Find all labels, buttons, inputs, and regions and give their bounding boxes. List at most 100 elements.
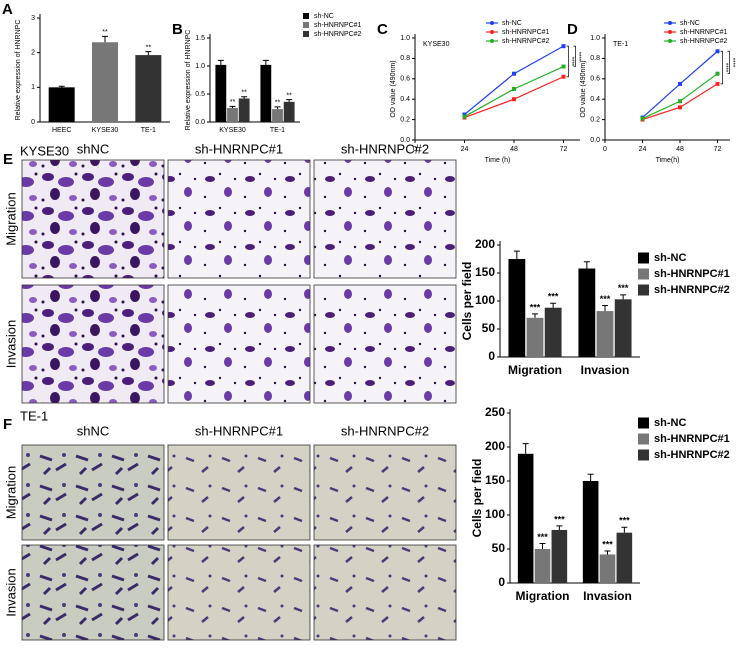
chart: 0 50 100 150 200 250 Cells per field Migration *…: [470, 405, 730, 603]
point: [512, 87, 516, 91]
y-axis-label: OD value (490nm): [390, 60, 397, 117]
point: [640, 116, 645, 121]
significance-bracket: [720, 50, 723, 85]
legend-label: sh-NC: [502, 20, 522, 27]
column-header: sh-HNRNPC#1: [195, 423, 283, 438]
x-tick-label: KYSE30: [219, 127, 246, 134]
point: [561, 64, 566, 69]
panel-letter: F: [3, 416, 12, 433]
error-bar: [145, 51, 152, 56]
bar: [551, 529, 568, 583]
y-tick-label: 50: [482, 321, 496, 335]
x-tick-label: 72: [560, 146, 568, 153]
legend-label: sh-HNRNPC#1: [654, 268, 730, 280]
bar: [92, 42, 118, 123]
significance: ***: [548, 292, 559, 302]
bar: [544, 307, 562, 357]
x-tick-label: 24: [461, 146, 469, 153]
y-tick-label: 0.2: [590, 116, 600, 123]
point: [715, 49, 720, 54]
bar: [614, 299, 632, 357]
point: [715, 81, 720, 86]
legend-label: sh-HNRNPC#2: [654, 284, 730, 296]
y-tick-label: 0.8: [400, 55, 410, 62]
x-tick-label: 0: [603, 146, 607, 153]
legend-label: sh-HNRNPC#2: [654, 449, 730, 461]
bar: [283, 101, 295, 122]
y-axis-label: Relative expression of HNRNPC: [185, 30, 192, 131]
bar: [578, 268, 596, 357]
significance-bracket: [727, 50, 730, 75]
point: [678, 105, 682, 110]
x-tick-label: Migration: [508, 363, 562, 377]
y-tick-label: 1.0: [590, 35, 600, 42]
error-bar: [587, 473, 594, 481]
line: [464, 45, 564, 115]
x-tick-label: 48: [510, 146, 518, 153]
bar: [582, 481, 599, 583]
y-axis-label: Cells per field: [470, 459, 484, 538]
legend-swatch: [638, 268, 649, 280]
micrograph: [313, 159, 457, 279]
significance: **: [102, 29, 108, 36]
point: [462, 114, 467, 119]
x-tick-label: 24: [639, 146, 647, 153]
significance: ****: [568, 57, 574, 67]
legend-swatch: [638, 449, 649, 461]
error-bar: [620, 294, 627, 300]
error-bar: [602, 304, 608, 312]
legend-swatch: [303, 22, 309, 28]
row-label: Migration: [3, 192, 18, 245]
significance: ***: [619, 516, 630, 526]
y-tick-label: 3: [31, 15, 35, 22]
bar: [596, 311, 614, 357]
error-bar: [262, 59, 269, 65]
significance: **: [241, 90, 247, 97]
bar: [135, 55, 162, 122]
significance: ***: [537, 532, 548, 542]
error-bar: [556, 525, 563, 530]
x-tick-label: KYSE30: [92, 127, 119, 134]
significance: **: [275, 100, 281, 107]
column-header: shNC: [77, 141, 110, 156]
x-axis-label: Time (h): [485, 157, 511, 164]
significance: **: [146, 44, 152, 51]
legend-label: sh-NC: [654, 417, 686, 429]
legend-label: sh-HNRNPC#2: [502, 38, 550, 45]
legend-label: sh-NC: [654, 252, 686, 264]
point: [512, 97, 516, 102]
legend-swatch: [303, 31, 309, 37]
panel-letter: D: [567, 21, 578, 38]
panel-letter: E: [3, 151, 13, 168]
error-bar: [621, 526, 628, 533]
error-bar: [539, 543, 546, 549]
micrograph: [313, 444, 457, 541]
y-tick-label: 0.2: [400, 116, 410, 123]
x-axis-label: Time(h): [656, 157, 680, 164]
error-bar: [274, 106, 281, 110]
chart: D 0.0 0.2 0.4 0.6 0.8 1.0 OD value (490nm) 0 24 48…: [567, 20, 735, 164]
bar: [616, 532, 633, 583]
cell-line-label: KYSE30: [20, 143, 69, 158]
annotation: KYSE30: [423, 41, 450, 48]
legend-marker: [490, 39, 494, 43]
error-bar: [522, 443, 529, 454]
significance: ****: [575, 52, 581, 62]
legend-label: sh-HNRNPC#1: [314, 22, 362, 29]
significance: ***: [618, 283, 629, 293]
error-bar: [241, 96, 248, 99]
annotation: TE-1: [613, 41, 628, 48]
y-tick-label: 200: [485, 439, 505, 453]
error-bar: [286, 99, 293, 102]
column-header: sh-HNRNPC#1: [195, 141, 283, 156]
y-tick-label: 150: [485, 473, 505, 487]
x-tick-label: Migration: [516, 589, 570, 603]
error-bar: [58, 85, 65, 88]
legend-swatch: [303, 13, 309, 19]
y-tick-label: 100: [485, 507, 505, 521]
panel-letter: B: [172, 21, 183, 38]
micrograph: [167, 444, 311, 541]
significance: ****: [722, 63, 728, 73]
y-tick-label: 0.4: [400, 96, 410, 103]
